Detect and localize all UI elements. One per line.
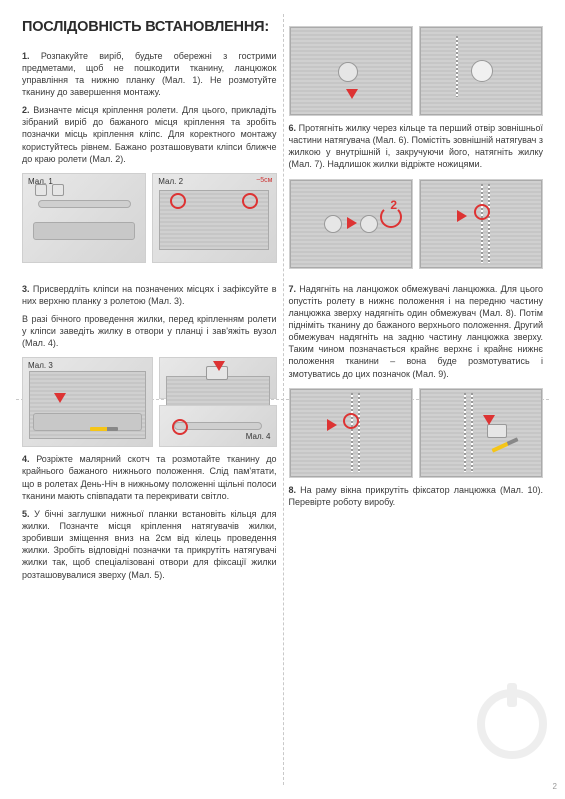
quadrant-top-left: ПОСЛІДОВНІСТЬ ВСТАНОВЛЕННЯ: 1. Розпакуйт… bbox=[16, 14, 283, 279]
decor-clip bbox=[35, 184, 47, 196]
decor-fixator bbox=[487, 424, 507, 438]
figure-1: Мал. 1 bbox=[22, 173, 146, 263]
decor-part bbox=[324, 215, 342, 233]
step-2-text: Визначте місця кріплення ролети. Для цьо… bbox=[22, 105, 277, 164]
step-2: 2. Визначте місця кріплення ролети. Для … bbox=[22, 104, 277, 165]
figure-6: Мал. 6 bbox=[419, 26, 543, 116]
figure-4-stack: Мал. 4 bbox=[159, 357, 276, 447]
figure-4b: Мал. 4 bbox=[159, 405, 276, 447]
figure-3: Мал. 3 bbox=[22, 357, 153, 447]
step-5-text: У бічні заглушки нижньої планки встанові… bbox=[22, 509, 277, 580]
mark-circle-icon bbox=[172, 419, 188, 435]
arrow-icon bbox=[346, 89, 358, 99]
step-3b-text: В разі бічного проведення жилки, перед к… bbox=[22, 314, 277, 348]
rotate-icon bbox=[380, 206, 402, 228]
decor-roller bbox=[33, 222, 136, 240]
figure-row-5-6: Мал. 5 Мал. 6 bbox=[289, 26, 544, 116]
arrow-icon bbox=[457, 210, 467, 222]
decor-chain bbox=[464, 393, 466, 472]
step-7: 7. Надягніть на ланцюжок обмежувачі ланц… bbox=[289, 283, 544, 380]
screwdriver-icon bbox=[90, 427, 118, 431]
decor-chain bbox=[481, 184, 483, 263]
arrow-icon bbox=[213, 361, 225, 371]
quadrant-top-right: Мал. 5 Мал. 6 6. Протягніть жилку через … bbox=[283, 14, 550, 279]
page-number: 2 bbox=[553, 782, 557, 793]
figure-4a bbox=[159, 357, 276, 399]
figure-row-3-4: Мал. 3 Мал. 4 bbox=[22, 357, 277, 447]
arrow-icon bbox=[483, 415, 495, 425]
decor-clip bbox=[52, 184, 64, 196]
watermark-icon bbox=[477, 689, 547, 759]
page-title: ПОСЛІДОВНІСТЬ ВСТАНОВЛЕННЯ: bbox=[22, 18, 277, 38]
mark-circle-icon bbox=[474, 204, 490, 220]
step-7-text: Надягніть на ланцюжок обмежувачі ланцюжк… bbox=[289, 284, 544, 379]
step-6: 6. Протягніть жилку через кільце та перш… bbox=[289, 122, 544, 171]
figure-3-label: Мал. 3 bbox=[26, 361, 55, 372]
decor-chain bbox=[351, 393, 353, 472]
figure-9: Мал. 9 bbox=[289, 388, 413, 478]
decor-chain bbox=[358, 393, 360, 472]
figure-row-9-10: Мал. 9 Мал. 10 bbox=[289, 388, 544, 478]
step-8: 8. На раму вікна прикрутіть фіксатор лан… bbox=[289, 484, 544, 508]
arrow-icon bbox=[54, 393, 66, 403]
figure-row-1-2: Мал. 1 Мал. 2 ~5см bbox=[22, 173, 277, 263]
step-8-text: На раму вікна прикрутіть фіксатор ланцюж… bbox=[289, 485, 543, 507]
quadrant-bottom-left: 3. Присвердліть кліпси на позначених міс… bbox=[16, 279, 283, 591]
figure-5: Мал. 5 bbox=[289, 26, 413, 116]
step-4-text: Розріжте малярний скотч та розмотайте тк… bbox=[22, 454, 277, 500]
step-1: 1. Розпакуйте виріб, будьте обережні з г… bbox=[22, 50, 277, 99]
watermark-bar bbox=[507, 683, 517, 707]
figure-2-label: Мал. 2 bbox=[156, 177, 185, 188]
figure-4-label: Мал. 4 bbox=[244, 432, 273, 443]
decor-roller bbox=[33, 413, 141, 431]
step-3: 3. Присвердліть кліпси на позначених міс… bbox=[22, 283, 277, 307]
figure-row-7-8: Мал. 7 2 Мал. 8 bbox=[289, 179, 544, 269]
figure-8: Мал. 8 bbox=[419, 179, 543, 269]
figure-10: Мал. 10 bbox=[419, 388, 543, 478]
decor-chain bbox=[471, 393, 473, 472]
decor-bg bbox=[420, 389, 542, 477]
decor-line bbox=[456, 36, 458, 98]
step-4: 4. Розріжте малярний скотч та розмотайте… bbox=[22, 453, 277, 502]
arrow-icon bbox=[347, 217, 357, 229]
step-1-text: Розпакуйте виріб, будьте обережні з гост… bbox=[22, 51, 277, 97]
figure-2: Мал. 2 ~5см bbox=[152, 173, 276, 263]
decor-chain bbox=[488, 184, 490, 263]
step-5: 5. У бічні заглушки нижньої планки встан… bbox=[22, 508, 277, 581]
step-6-text: Протягніть жилку через кільце та перший … bbox=[289, 123, 544, 169]
quadrant-bottom-right: 7. Надягніть на ланцюжок обмежувачі ланц… bbox=[283, 279, 550, 591]
decor-tube bbox=[38, 200, 131, 208]
figure-2-dim: ~5см bbox=[256, 176, 272, 185]
step-3a-text: Присвердліть кліпси на позначених місцях… bbox=[22, 284, 277, 306]
step-3b: В разі бічного проведення жилки, перед к… bbox=[22, 313, 277, 349]
figure-7: Мал. 7 2 bbox=[289, 179, 413, 269]
arrow-icon bbox=[327, 419, 337, 431]
